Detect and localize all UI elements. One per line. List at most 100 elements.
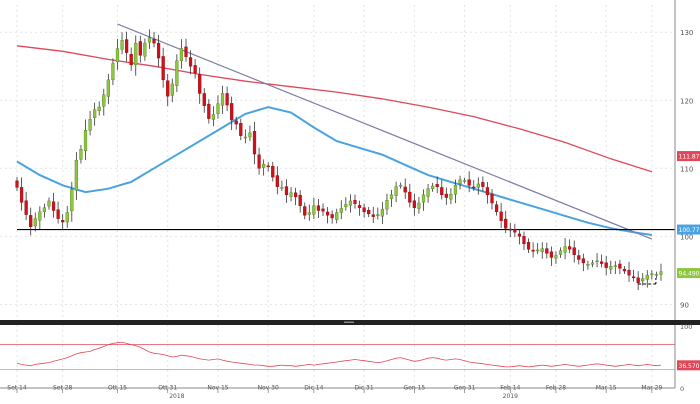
candle-down bbox=[513, 229, 516, 232]
candle-up bbox=[111, 64, 114, 80]
candle-up bbox=[646, 275, 649, 279]
candle-down bbox=[239, 123, 242, 135]
candle-down bbox=[600, 262, 603, 264]
candle-down bbox=[253, 131, 256, 154]
candle-up bbox=[244, 137, 247, 138]
candle-down bbox=[518, 234, 521, 236]
candle-down bbox=[57, 210, 60, 219]
candle-up bbox=[463, 181, 466, 182]
candle-up bbox=[335, 213, 338, 220]
y-tick-label: 110 bbox=[680, 165, 693, 173]
candle-down bbox=[468, 180, 471, 186]
candle-down bbox=[550, 252, 553, 258]
candle-up bbox=[262, 164, 265, 167]
candle-up bbox=[107, 80, 110, 97]
candle-down bbox=[185, 47, 188, 57]
candle-down bbox=[203, 93, 206, 105]
candle-down bbox=[504, 219, 507, 228]
candle-up bbox=[121, 40, 124, 49]
candle-down bbox=[527, 242, 530, 249]
candle-up bbox=[212, 115, 215, 120]
candle-down bbox=[491, 194, 494, 203]
candle-up bbox=[312, 206, 315, 214]
candle-up bbox=[344, 204, 347, 206]
x-tick-label: Set 28 bbox=[53, 385, 73, 392]
candle-up bbox=[614, 266, 617, 267]
candle-up bbox=[175, 61, 178, 86]
candle-up bbox=[660, 272, 663, 275]
year-label: 2019 bbox=[503, 393, 518, 400]
candle-up bbox=[89, 119, 92, 130]
candle-up bbox=[536, 250, 539, 251]
candle-down bbox=[509, 229, 512, 230]
candle-up bbox=[290, 193, 293, 197]
candle-down bbox=[363, 208, 366, 212]
candle-down bbox=[258, 155, 261, 168]
candle-down bbox=[481, 182, 484, 186]
candle-down bbox=[618, 264, 621, 268]
candle-down bbox=[436, 184, 439, 186]
candle-up bbox=[171, 84, 174, 95]
candle-down bbox=[495, 205, 498, 212]
candle-up bbox=[349, 201, 352, 205]
x-tick-label: Feb 14 bbox=[500, 385, 520, 392]
value-tag-label: 100.7758 bbox=[679, 227, 700, 234]
candle-down bbox=[16, 181, 19, 188]
x-tick-label: Set 14 bbox=[7, 385, 27, 392]
x-tick-label: Nov 30 bbox=[258, 385, 279, 392]
candle-down bbox=[285, 187, 288, 195]
osc-value-tag-label: 36.5703 bbox=[679, 363, 700, 370]
candle-up bbox=[70, 189, 73, 211]
candle-down bbox=[267, 166, 270, 167]
candle-down bbox=[271, 166, 274, 177]
candle-down bbox=[29, 215, 32, 226]
candle-up bbox=[217, 104, 220, 114]
x-tick-label: Gen 31 bbox=[454, 385, 476, 392]
candle-up bbox=[340, 208, 343, 212]
candle-down bbox=[157, 43, 160, 58]
y-tick-label: 130 bbox=[680, 29, 693, 37]
candle-up bbox=[80, 149, 83, 159]
candle-down bbox=[545, 249, 548, 254]
candle-up bbox=[564, 247, 567, 253]
osc-tick-label: 0 bbox=[680, 385, 684, 393]
candle-up bbox=[422, 195, 425, 202]
candle-up bbox=[559, 251, 562, 255]
candle-down bbox=[20, 187, 23, 202]
candle-up bbox=[93, 110, 96, 118]
candle-up bbox=[98, 107, 101, 111]
candle-up bbox=[431, 186, 434, 189]
candle-down bbox=[573, 248, 576, 255]
y-tick-label: 90 bbox=[680, 301, 689, 309]
candle-up bbox=[34, 219, 37, 226]
candle-up bbox=[399, 185, 402, 186]
value-tag-label: 111.8703 bbox=[679, 154, 700, 161]
candle-up bbox=[541, 249, 544, 252]
candle-up bbox=[308, 213, 311, 215]
candle-down bbox=[317, 206, 320, 211]
candle-down bbox=[472, 187, 475, 188]
candle-up bbox=[116, 49, 119, 62]
candle-down bbox=[500, 212, 503, 221]
candle-down bbox=[230, 103, 233, 120]
candle-down bbox=[25, 201, 28, 215]
candle-down bbox=[486, 187, 489, 194]
candle-up bbox=[386, 200, 389, 209]
candle-down bbox=[322, 209, 325, 211]
candle-down bbox=[198, 75, 201, 94]
candle-up bbox=[381, 209, 384, 216]
x-tick-label: Dic 14 bbox=[304, 385, 323, 392]
candle-down bbox=[139, 41, 142, 55]
candle-up bbox=[66, 213, 69, 223]
candle-down bbox=[628, 270, 631, 275]
candle-down bbox=[413, 201, 416, 208]
candle-down bbox=[605, 263, 608, 268]
candle-down bbox=[623, 269, 626, 271]
candle-down bbox=[568, 247, 571, 250]
candle-down bbox=[523, 236, 526, 243]
candle-down bbox=[153, 39, 156, 43]
x-tick-label: Mar 29 bbox=[641, 385, 662, 392]
candle-down bbox=[632, 277, 635, 278]
candle-up bbox=[418, 203, 421, 209]
